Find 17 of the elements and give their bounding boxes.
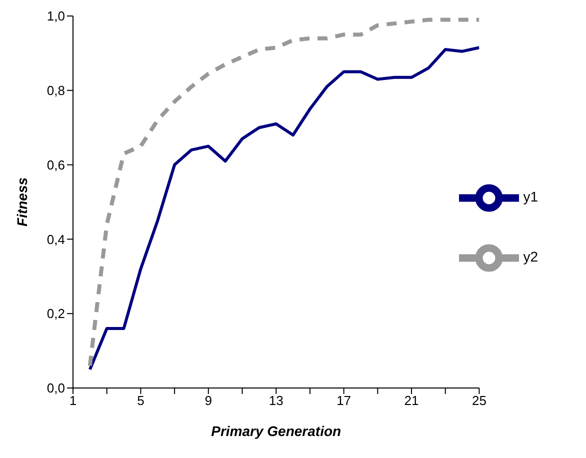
legend-label: y2	[523, 248, 538, 265]
x-tick-label: 5	[137, 393, 144, 408]
x-tick-label: 21	[404, 393, 419, 408]
y-axis-title: Fitness	[14, 177, 30, 227]
x-tick-label: 17	[336, 393, 352, 408]
x-tick-label: 13	[268, 393, 284, 408]
y-tick-label: 0,0	[46, 380, 65, 396]
y-tick-label: 0,6	[46, 157, 65, 172]
y-tick-label: 0,2	[46, 306, 65, 322]
y-tick-label: 0,4	[46, 232, 65, 247]
x-axis-title: Primary Generation	[211, 423, 342, 439]
y-tick-label: 1,0	[46, 8, 65, 24]
y-tick-label: 0,8	[46, 83, 65, 98]
legend-label: y1	[523, 188, 538, 205]
x-tick-label: 25	[472, 393, 486, 408]
x-tick-label: 1	[69, 393, 77, 408]
x-tick-label: 9	[204, 393, 212, 408]
